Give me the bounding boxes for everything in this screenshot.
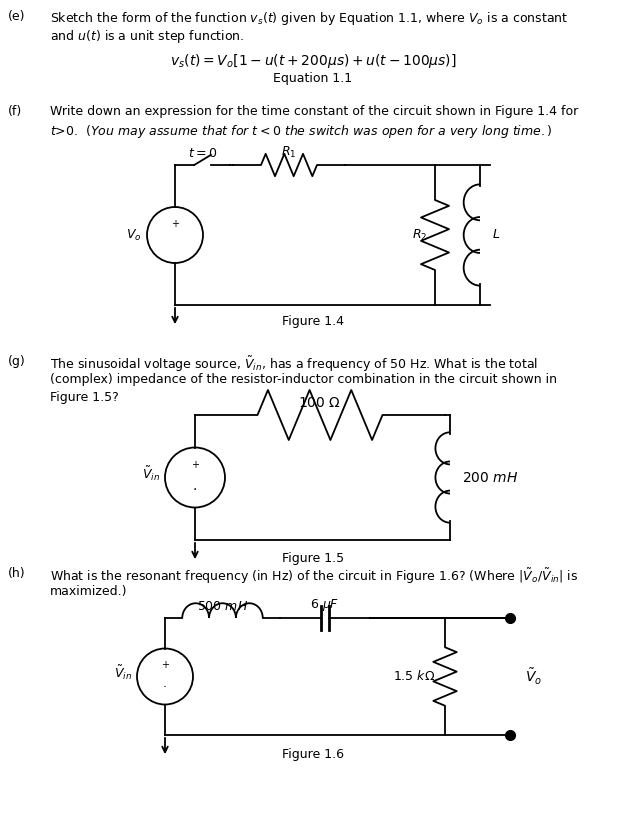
Text: (h): (h) bbox=[8, 567, 26, 580]
Text: Sketch the form of the function $v_s(t)$ given by Equation 1.1, where $V_o$ is a: Sketch the form of the function $v_s(t)$… bbox=[50, 10, 568, 27]
Text: and $u(t)$ is a unit step function.: and $u(t)$ is a unit step function. bbox=[50, 28, 245, 45]
Text: Figure 1.5?: Figure 1.5? bbox=[50, 391, 119, 404]
Text: +: + bbox=[171, 219, 179, 228]
Text: $V_o$: $V_o$ bbox=[126, 228, 142, 242]
Text: Equation 1.1: Equation 1.1 bbox=[274, 72, 352, 85]
Text: Figure 1.6: Figure 1.6 bbox=[282, 748, 344, 761]
Text: +: + bbox=[161, 660, 169, 670]
Text: $\tilde{V}_{in}$: $\tilde{V}_{in}$ bbox=[142, 464, 160, 483]
Text: Figure 1.5: Figure 1.5 bbox=[282, 552, 344, 565]
Text: The sinusoidal voltage source, $\tilde{V}_{in}$, has a frequency of 50 Hz. What : The sinusoidal voltage source, $\tilde{V… bbox=[50, 355, 538, 375]
Text: What is the resonant frequency (in Hz) of the circuit in Figure 1.6? (Where $|\t: What is the resonant frequency (in Hz) o… bbox=[50, 567, 578, 587]
Text: $L$: $L$ bbox=[492, 228, 500, 242]
Text: (e): (e) bbox=[8, 10, 26, 23]
Text: (g): (g) bbox=[8, 355, 26, 368]
Text: $t$>0.  $\it{(You\ may\ assume\ that\ for\ t{<}0\ the\ switch\ was\ open\ for\ a: $t$>0. $\it{(You\ may\ assume\ that\ for… bbox=[50, 123, 553, 140]
Text: Figure 1.4: Figure 1.4 bbox=[282, 315, 344, 328]
Text: (complex) impedance of the resistor-inductor combination in the circuit shown in: (complex) impedance of the resistor-indu… bbox=[50, 373, 557, 386]
Text: $R_1$: $R_1$ bbox=[281, 145, 297, 160]
Text: $1.5\ k\Omega$: $1.5\ k\Omega$ bbox=[393, 669, 435, 684]
Text: $\tilde{V}_{in}$: $\tilde{V}_{in}$ bbox=[114, 663, 132, 681]
Text: $R_2$: $R_2$ bbox=[412, 228, 427, 242]
Text: $200\ mH$: $200\ mH$ bbox=[462, 471, 518, 485]
Text: $v_s(t) = V_o[1 - u(t + 200\mu s) + u(t - 100\mu s)]$: $v_s(t) = V_o[1 - u(t + 200\mu s) + u(t … bbox=[170, 52, 456, 70]
Text: $6\ \mu F$: $6\ \mu F$ bbox=[310, 597, 340, 613]
Text: ·: · bbox=[193, 482, 197, 496]
Text: maximized.): maximized.) bbox=[50, 585, 128, 598]
Text: +: + bbox=[191, 460, 199, 471]
Text: $\tilde{V}_o$: $\tilde{V}_o$ bbox=[525, 667, 542, 686]
Text: Write down an expression for the time constant of the circuit shown in Figure 1.: Write down an expression for the time co… bbox=[50, 105, 578, 118]
Text: $t=0$: $t=0$ bbox=[188, 147, 217, 160]
Text: $100\ \Omega$: $100\ \Omega$ bbox=[299, 396, 342, 410]
Text: ·: · bbox=[163, 681, 167, 694]
Text: $500\ mH$: $500\ mH$ bbox=[197, 600, 248, 613]
Text: (f): (f) bbox=[8, 105, 23, 118]
